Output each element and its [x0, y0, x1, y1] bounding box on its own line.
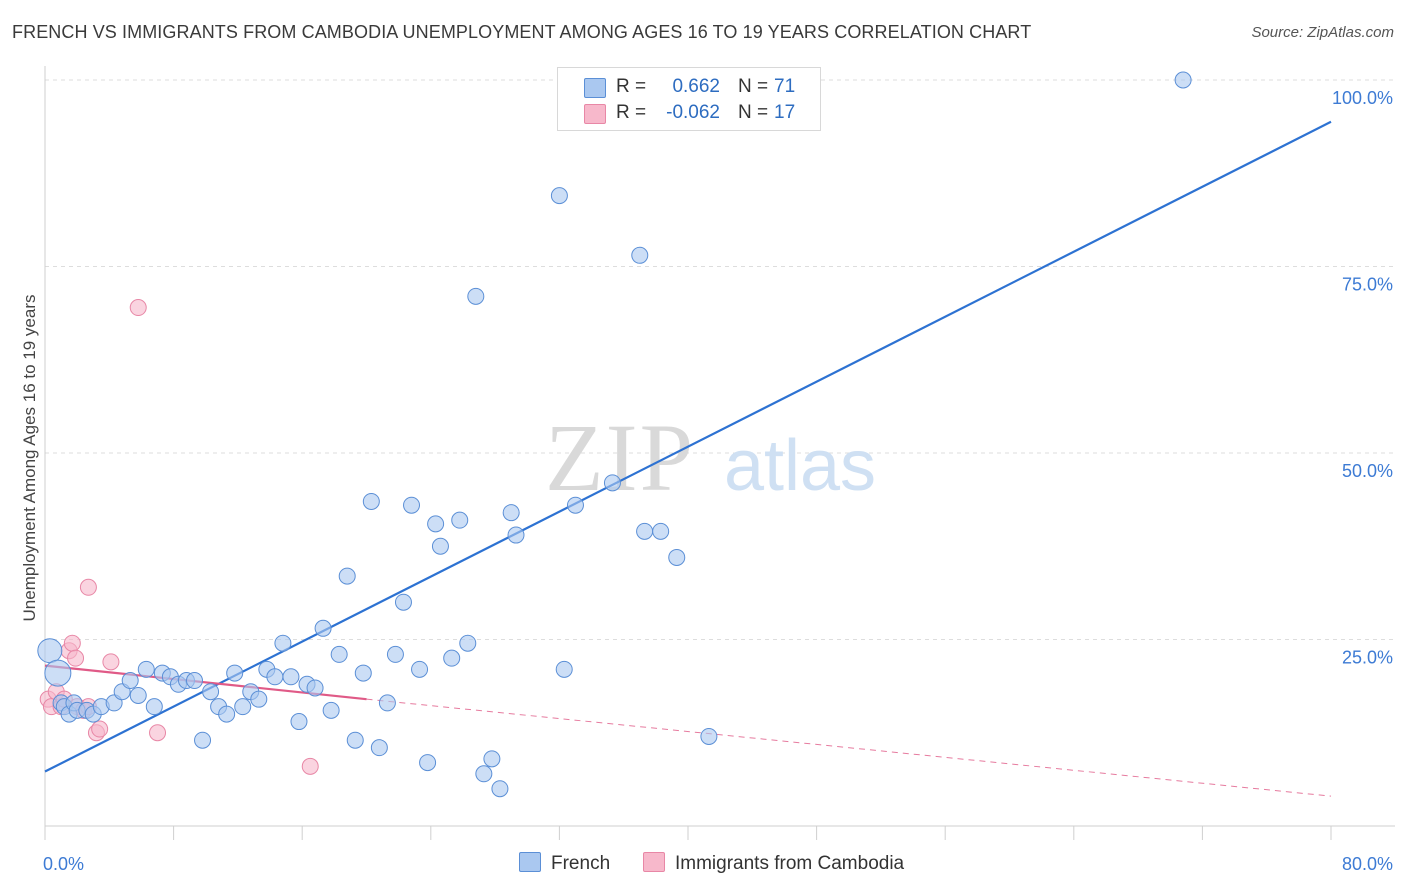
french-point [121, 672, 139, 690]
french-point [502, 504, 520, 522]
cambodia-swatch [584, 104, 606, 124]
chart-title: FRENCH VS IMMIGRANTS FROM CAMBODIA UNEMP… [12, 22, 1032, 42]
french-point [700, 727, 718, 745]
cambodia-legend-label: Immigrants from Cambodia [675, 853, 905, 874]
french-point [282, 668, 300, 686]
legend-r-label: R = [616, 102, 647, 123]
watermark-zip: ZIP [545, 404, 695, 511]
french-point [266, 668, 284, 686]
french-point [202, 683, 220, 701]
french-point [566, 496, 584, 514]
french-point [483, 750, 501, 768]
french-point [378, 694, 396, 712]
french-point [194, 731, 212, 749]
french-point [185, 672, 203, 690]
french-point [137, 660, 155, 678]
watermark-atlas: atlas [724, 426, 876, 506]
french-point [1174, 71, 1192, 89]
french-legend-swatch [519, 852, 541, 872]
x-tick-label: 80.0% [1342, 854, 1393, 874]
legend-n-label: N = [738, 76, 769, 97]
french-point [550, 187, 568, 205]
y-tick-label: 75.0% [1342, 275, 1393, 295]
cambodia-legend-swatch [643, 852, 665, 872]
legend-n-value: 71 [774, 76, 796, 97]
french-point [631, 246, 649, 264]
french-point [636, 522, 654, 540]
french-point [250, 690, 268, 708]
french-point [306, 679, 324, 697]
french-point [218, 705, 236, 723]
y-tick-label: 25.0% [1342, 648, 1393, 668]
french-point [459, 634, 477, 652]
cambodia-point [67, 649, 85, 667]
french-point [652, 522, 670, 540]
french-point [419, 754, 437, 772]
french-point [346, 731, 364, 749]
french-point [330, 645, 348, 663]
french-point [234, 698, 252, 716]
french-point [491, 780, 509, 798]
french-point [451, 511, 469, 529]
french-legend-label: French [551, 853, 611, 874]
gridlines [45, 79, 1395, 640]
french-point [467, 287, 485, 305]
french-point [411, 660, 429, 678]
french-point [443, 649, 461, 667]
correlation-legend: R = 0.662 N = 71 R = -0.062 N = 17 [557, 67, 821, 131]
french-point [322, 701, 340, 719]
french-point [362, 492, 380, 510]
french-point [603, 474, 621, 492]
french-point [555, 660, 573, 678]
cambodia-point [79, 578, 97, 596]
tick-labels: 25.0% 50.0% 75.0% 100.0% 0.0% 80.0% [43, 88, 1393, 874]
legend-r-value: -0.062 [666, 102, 720, 123]
legend-r-value: 0.662 [672, 76, 720, 97]
legend-n-value: 17 [774, 102, 796, 123]
legend-n-label: N = [738, 102, 769, 123]
french-trend-line [44, 120, 1332, 773]
french-swatch [584, 78, 606, 98]
y-tick-label: 50.0% [1342, 461, 1393, 481]
cambodia-point [149, 724, 167, 742]
french-point [386, 645, 404, 663]
cambodia-point [102, 653, 120, 671]
cambodia-point [129, 299, 147, 317]
source-label: Source: ZipAtlas.com [1251, 24, 1394, 41]
y-tick-label: 100.0% [1332, 88, 1393, 108]
french-points [37, 71, 1192, 798]
french-point [129, 686, 147, 704]
french-point [274, 634, 292, 652]
french-point [226, 664, 244, 682]
french-point [44, 659, 72, 687]
cambodia-point [301, 757, 319, 775]
french-point [431, 537, 449, 555]
bottom-legend-cambodia: Immigrants from Cambodia [643, 852, 904, 875]
french-point [145, 698, 163, 716]
cambodia-point [63, 634, 81, 652]
cambodia-trend-extension [366, 698, 1332, 797]
french-point [290, 713, 308, 731]
french-point [427, 515, 445, 533]
bottom-legend-french: French [519, 852, 610, 875]
french-point [37, 638, 63, 664]
x-tick-label: 0.0% [43, 854, 84, 874]
cambodia-point [91, 720, 109, 738]
french-point [668, 548, 686, 566]
french-point [338, 567, 356, 585]
french-point [475, 765, 493, 783]
french-point [314, 619, 332, 637]
french-point [370, 739, 388, 757]
legend-r-label: R = [616, 76, 647, 97]
french-point [403, 496, 421, 514]
french-point [394, 593, 412, 611]
french-point [507, 526, 525, 544]
french-point [354, 664, 372, 682]
